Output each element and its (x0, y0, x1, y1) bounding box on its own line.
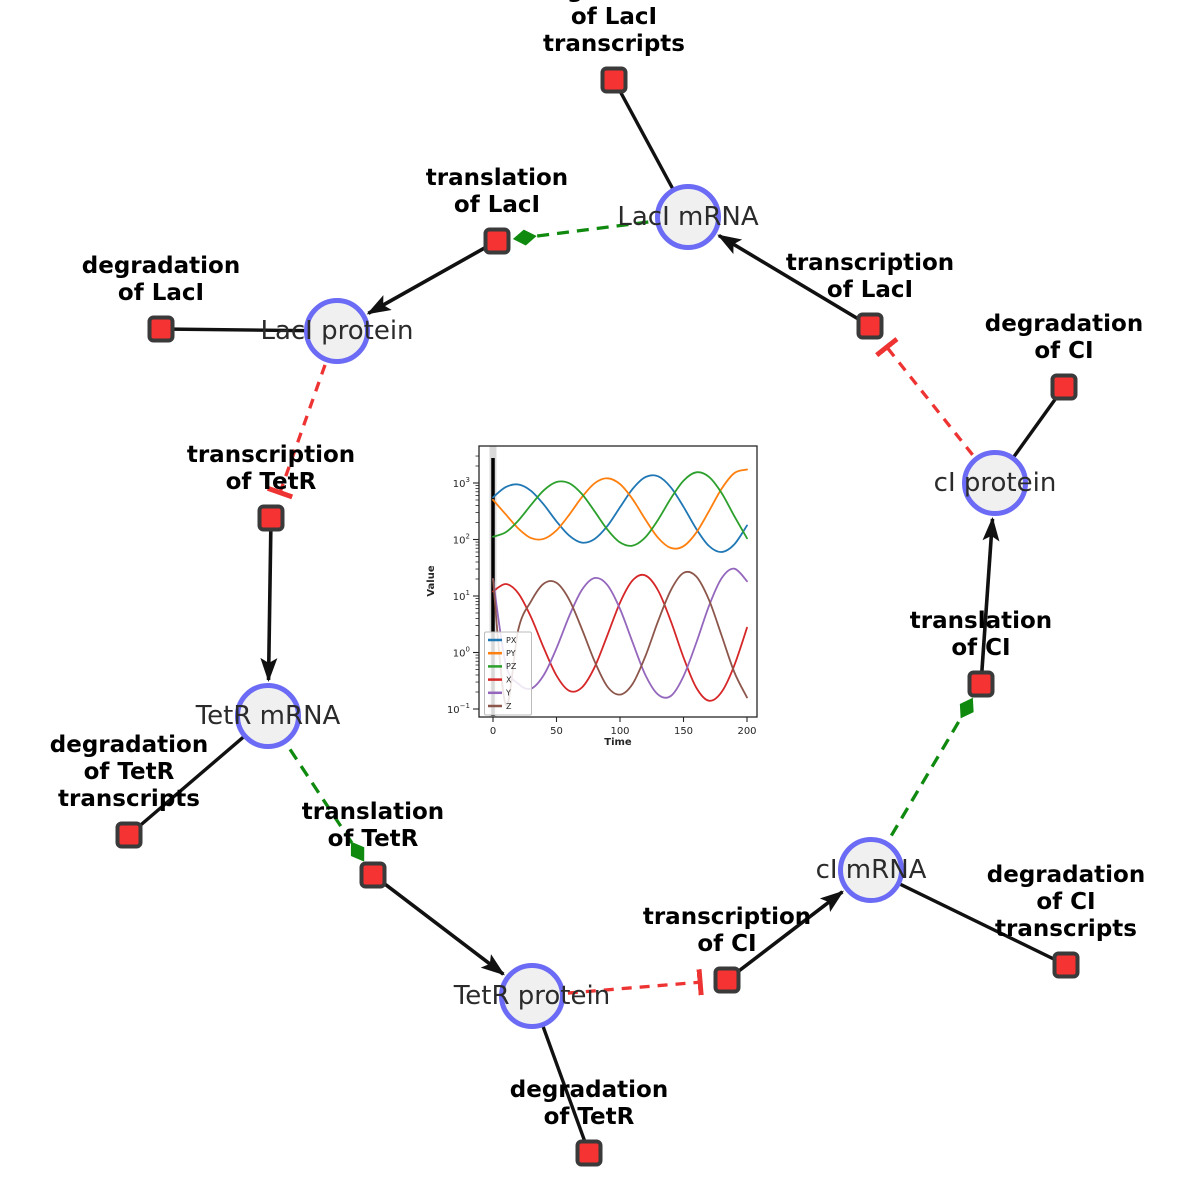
chart-legend: PX PY PZ XYZ (484, 631, 532, 716)
edge-production-translation-laci-to-laci-protein (366, 239, 498, 315)
chart-xtick-label: 50 (550, 726, 563, 737)
edge-consumption-ci-mrna-to-deg-ci-transcripts (870, 868, 1067, 967)
timeseries-inset-chart: 0 50 100 150 200 10−1 100 101 102 103 Time Value PX P… (420, 423, 785, 768)
edge-production-transcription-tetr-to-tetr-mrna (260, 517, 278, 683)
chart-legend-label: Y (505, 689, 511, 698)
reaction-square[interactable] (483, 227, 511, 255)
chart-ytick-label: 101 (453, 589, 470, 603)
edge-production-translation-tetr-to-tetr-protein (371, 873, 505, 976)
chart-ylabel: Value (426, 565, 437, 596)
chart-curve-Z (492, 570, 748, 706)
reaction-square[interactable] (147, 315, 175, 343)
species-circle[interactable] (499, 963, 565, 1029)
chart-xtick-label: 150 (674, 726, 693, 737)
reaction-square[interactable] (967, 670, 995, 698)
chart-legend-label: PZ (506, 662, 517, 671)
chart-curve-Y (492, 567, 748, 699)
edge-production-transcription-laci-to-laci-mrna (717, 233, 871, 328)
reaction-square[interactable] (359, 861, 387, 889)
species-circle[interactable] (962, 450, 1028, 516)
edge-production-transcription-ci-to-ci-mrna (725, 890, 844, 982)
chart-xlabel: Time (604, 737, 632, 748)
species-circle[interactable] (235, 683, 301, 749)
chart-curve-PY (492, 468, 748, 550)
reaction-square[interactable] (856, 312, 884, 340)
reaction-square[interactable] (115, 821, 143, 849)
chart-curve-X (492, 573, 748, 702)
edge-inhibition-ci-protein-to-transcription-laci (875, 337, 997, 485)
chart-curve-PX (492, 474, 748, 553)
reaction-square[interactable] (575, 1139, 603, 1167)
chart-ytick-label: 102 (453, 533, 470, 547)
reaction-square[interactable] (1052, 951, 1080, 979)
reaction-square[interactable] (713, 966, 741, 994)
chart-legend-label: PX (506, 636, 517, 645)
chart-legend-label: X (506, 675, 512, 684)
reaction-square[interactable] (600, 66, 628, 94)
chart-legend-label: PY (506, 649, 516, 658)
chart-ytick-label: 100 (453, 646, 470, 660)
species-circle[interactable] (655, 184, 721, 250)
reaction-square[interactable] (257, 504, 285, 532)
chart-curve-PZ (492, 471, 748, 547)
chart-axes-frame (478, 445, 758, 718)
species-circle[interactable] (838, 837, 904, 903)
chart-ytick-label: 10−1 (447, 702, 470, 716)
chart-ytick-label: 103 (453, 476, 470, 490)
chart-xtick-label: 200 (737, 726, 756, 737)
species-circle[interactable] (304, 298, 370, 364)
edge-production-translation-ci-to-ci-protein (979, 516, 1000, 685)
edge-modifier-ci-mrna-to-translation-ci (869, 696, 975, 871)
chart-xtick-label: 0 (490, 726, 496, 737)
reaction-square[interactable] (1050, 373, 1078, 401)
chart-legend-label: Z (506, 702, 512, 711)
chart-xtick-label: 100 (610, 726, 629, 737)
